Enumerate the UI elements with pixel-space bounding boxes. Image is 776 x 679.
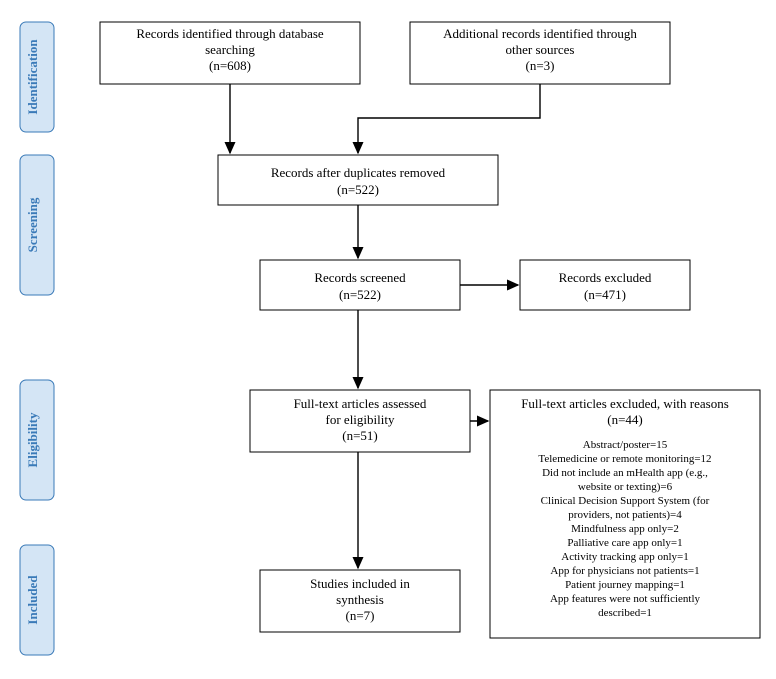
box-dedup-line1: Records after duplicates removed	[271, 165, 446, 180]
box-excluded-screen: Records excluded (n=471)	[520, 260, 690, 310]
excluded-reason-line: Did not include an mHealth app (e.g.,	[542, 467, 708, 479]
box-screened-line2: (n=522)	[339, 287, 381, 302]
box-other-sources: Additional records identified through ot…	[410, 22, 670, 84]
box-exfull-h1: Full-text articles excluded, with reason…	[521, 396, 729, 411]
stage-identification: Identification	[20, 22, 54, 132]
box-other-line2: other sources	[506, 42, 575, 57]
box-included-line3: (n=7)	[346, 608, 375, 623]
excluded-reason-line: website or texting)=6	[578, 481, 673, 493]
box-db-line2: searching	[205, 42, 255, 57]
box-exfull-h2: (n=44)	[607, 412, 643, 427]
arrow-other-to-dedup	[358, 84, 540, 153]
excluded-reason-line: Abstract/poster=15	[583, 439, 668, 451]
box-db-line1: Records identified through database	[136, 26, 324, 41]
box-dedup-line2: (n=522)	[337, 182, 379, 197]
box-eligibility: Full-text articles assessed for eligibil…	[250, 390, 470, 452]
stage-eligibility: Eligibility	[20, 380, 54, 500]
box-screened: Records screened (n=522)	[260, 260, 460, 310]
prisma-flowchart: Identification Screening Eligibility Inc…	[0, 0, 776, 679]
stage-eligibility-label: Eligibility	[25, 412, 40, 467]
excluded-reason-line: providers, not patients)=4	[568, 509, 682, 521]
stage-included-label: Included	[25, 575, 40, 625]
box-screened-line1: Records screened	[314, 270, 406, 285]
box-included-line2: synthesis	[336, 592, 384, 607]
excluded-reason-line: App features were not sufficiently	[550, 593, 701, 605]
box-exscreen-line2: (n=471)	[584, 287, 626, 302]
excluded-reason-line: described=1	[598, 607, 652, 619]
stage-screening: Screening	[20, 155, 54, 295]
box-included-line1: Studies included in	[310, 576, 410, 591]
excluded-reason-line: Patient journey mapping=1	[565, 579, 685, 591]
box-elig-line2: for eligibility	[326, 412, 395, 427]
box-other-line1: Additional records identified through	[443, 26, 637, 41]
excluded-reason-line: Activity tracking app only=1	[561, 551, 688, 563]
box-excluded-full: Full-text articles excluded, with reason…	[490, 390, 760, 638]
box-dedup: Records after duplicates removed (n=522)	[218, 155, 498, 205]
excluded-reason-line: Telemedicine or remote monitoring=12	[538, 453, 711, 465]
box-other-line3: (n=3)	[526, 58, 555, 73]
stage-identification-label: Identification	[25, 39, 40, 115]
box-elig-line1: Full-text articles assessed	[294, 396, 427, 411]
box-exscreen-line1: Records excluded	[559, 270, 652, 285]
box-db-line3: (n=608)	[209, 58, 251, 73]
excluded-reason-line: Clinical Decision Support System (for	[541, 495, 710, 507]
excluded-reason-line: App for physicians not patients=1	[550, 565, 699, 577]
stage-included: Included	[20, 545, 54, 655]
stage-screening-label: Screening	[25, 197, 40, 252]
excluded-reason-line: Mindfulness app only=2	[571, 523, 679, 535]
box-db-search: Records identified through database sear…	[100, 22, 360, 84]
excluded-reason-line: Palliative care app only=1	[567, 537, 682, 549]
box-included: Studies included in synthesis (n=7)	[260, 570, 460, 632]
box-elig-line3: (n=51)	[342, 428, 378, 443]
